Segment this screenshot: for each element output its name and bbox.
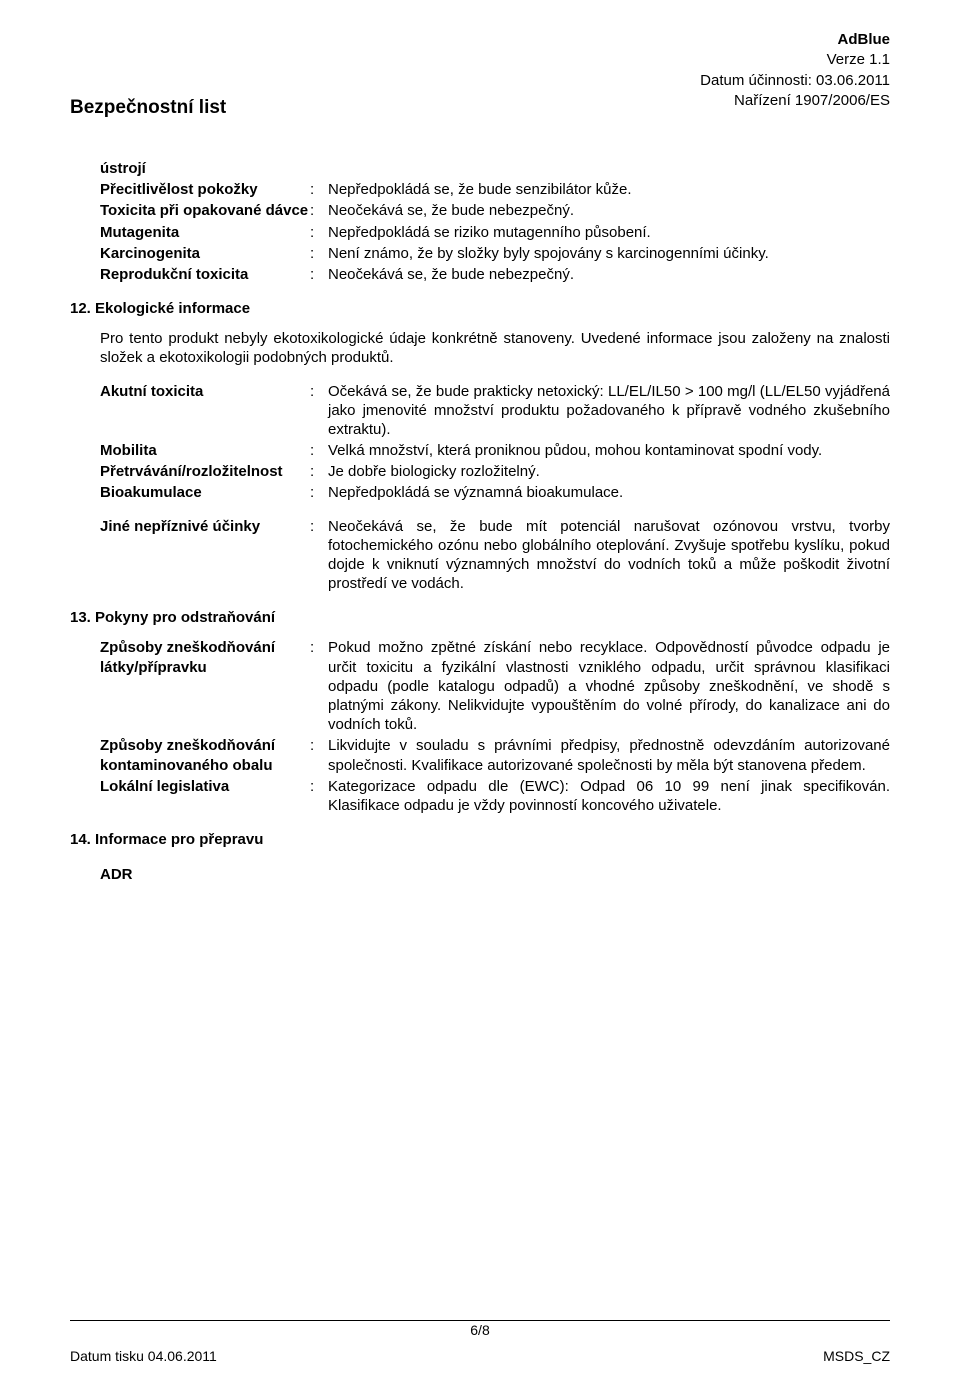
kv-value: Neočekává se, že bude nebezpečný.: [328, 265, 890, 284]
print-date: Datum tisku 04.06.2011: [70, 1348, 217, 1364]
kv-colon: :: [310, 201, 328, 220]
kv-label: Mutagenita: [70, 223, 310, 242]
kv-label: Způsoby zneškodňování látky/přípravku: [70, 638, 310, 734]
kv-value: Je dobře biologicky rozložitelný.: [328, 462, 890, 481]
section-13-block: Způsoby zneškodňování látky/přípravku:Po…: [70, 638, 890, 815]
kv-value: Velká množství, která proniknou půdou, m…: [328, 441, 890, 460]
doc-code: MSDS_CZ: [823, 1348, 890, 1364]
effective-date: Datum účinnosti: 03.06.2011: [70, 71, 890, 91]
kv-colon: :: [310, 462, 328, 481]
kv-label: Lokální legislativa: [70, 777, 310, 815]
kv-value: Likvidujte v souladu s právními předpisy…: [328, 736, 890, 774]
section-12-title: 12. Ekologické informace: [70, 300, 890, 317]
section-13-title: 13. Pokyny pro odstraňování: [70, 609, 890, 626]
section-12-intro: Pro tento produkt nebyly ekotoxikologick…: [70, 329, 890, 367]
kv-row: Jiné nepříznivé účinky:Neočekává se, že …: [70, 517, 890, 594]
kv-colon: [310, 159, 328, 178]
kv-value: Kategorizace odpadu dle (EWC): Odpad 06 …: [328, 777, 890, 815]
kv-label: Přetrvávání/rozložitelnost: [70, 462, 310, 481]
kv-colon: :: [310, 223, 328, 242]
kv-row: Mutagenita:Nepředpokládá se riziko mutag…: [70, 223, 890, 242]
kv-colon: :: [310, 265, 328, 284]
kv-row: Způsoby zneškodňování kontaminovaného ob…: [70, 736, 890, 774]
kv-row: Karcinogenita:Není známo, že by složky b…: [70, 244, 890, 263]
kv-row: ústrojí: [70, 159, 890, 178]
kv-value: Očekává se, že bude prakticky netoxický:…: [328, 382, 890, 440]
kv-label: Toxicita při opakované dávce: [70, 201, 310, 220]
kv-value: Nepředpokládá se, že bude senzibilátor k…: [328, 180, 890, 199]
kv-row: Akutní toxicita:Očekává se, že bude prak…: [70, 382, 890, 440]
kv-colon: :: [310, 382, 328, 440]
section-11-remainder: ústrojí Přecitlivělost pokožky:Nepředpok…: [70, 159, 890, 284]
page-number: 6/8: [70, 1322, 890, 1338]
kv-colon: :: [310, 638, 328, 734]
kv-colon: :: [310, 180, 328, 199]
kv-colon: :: [310, 244, 328, 263]
kv-label: Mobilita: [70, 441, 310, 460]
kv-colon: :: [310, 736, 328, 774]
kv-value: Nepředpokládá se riziko mutagenního půso…: [328, 223, 890, 242]
kv-row: Toxicita při opakované dávce:Neočekává s…: [70, 201, 890, 220]
kv-colon: :: [310, 517, 328, 594]
kv-row: Reprodukční toxicita:Neočekává se, že bu…: [70, 265, 890, 284]
kv-colon: :: [310, 483, 328, 502]
section-14-sublabel: ADR: [70, 866, 890, 883]
kv-value: Není známo, že by složky byly spojovány …: [328, 244, 890, 263]
kv-value: Neočekává se, že bude mít potenciál naru…: [328, 517, 890, 594]
kv-value: [328, 159, 890, 178]
kv-row: Přetrvávání/rozložitelnost:Je dobře biol…: [70, 462, 890, 481]
kv-label: Způsoby zneškodňování kontaminovaného ob…: [70, 736, 310, 774]
kv-value: Pokud možno zpětné získání nebo recyklac…: [328, 638, 890, 734]
kv-colon: :: [310, 441, 328, 460]
section-12-block-1: Akutní toxicita:Očekává se, že bude prak…: [70, 382, 890, 503]
kv-label: Akutní toxicita: [70, 382, 310, 440]
kv-row: Bioakumulace:Nepředpokládá se významná b…: [70, 483, 890, 502]
kv-value: Neočekává se, že bude nebezpečný.: [328, 201, 890, 220]
kv-value: Nepředpokládá se významná bioakumulace.: [328, 483, 890, 502]
footer-divider: [70, 1320, 890, 1321]
product-name: AdBlue: [70, 30, 890, 50]
kv-label: Reprodukční toxicita: [70, 265, 310, 284]
kv-label: Bioakumulace: [70, 483, 310, 502]
section-12-block-2: Jiné nepříznivé účinky:Neočekává se, že …: [70, 517, 890, 594]
kv-label: Karcinogenita: [70, 244, 310, 263]
kv-row: Lokální legislativa:Kategorizace odpadu …: [70, 777, 890, 815]
kv-label: Přecitlivělost pokožky: [70, 180, 310, 199]
kv-colon: :: [310, 777, 328, 815]
kv-label: ústrojí: [70, 159, 310, 178]
kv-row: Způsoby zneškodňování látky/přípravku:Po…: [70, 638, 890, 734]
page-footer: 6/8 Datum tisku 04.06.2011 MSDS_CZ: [70, 1320, 890, 1364]
version-text: Verze 1.1: [70, 50, 890, 70]
kv-row: Mobilita:Velká množství, která proniknou…: [70, 441, 890, 460]
kv-row: Přecitlivělost pokožky:Nepředpokládá se,…: [70, 180, 890, 199]
kv-label: Jiné nepříznivé účinky: [70, 517, 310, 594]
section-14-title: 14. Informace pro přepravu: [70, 831, 890, 848]
